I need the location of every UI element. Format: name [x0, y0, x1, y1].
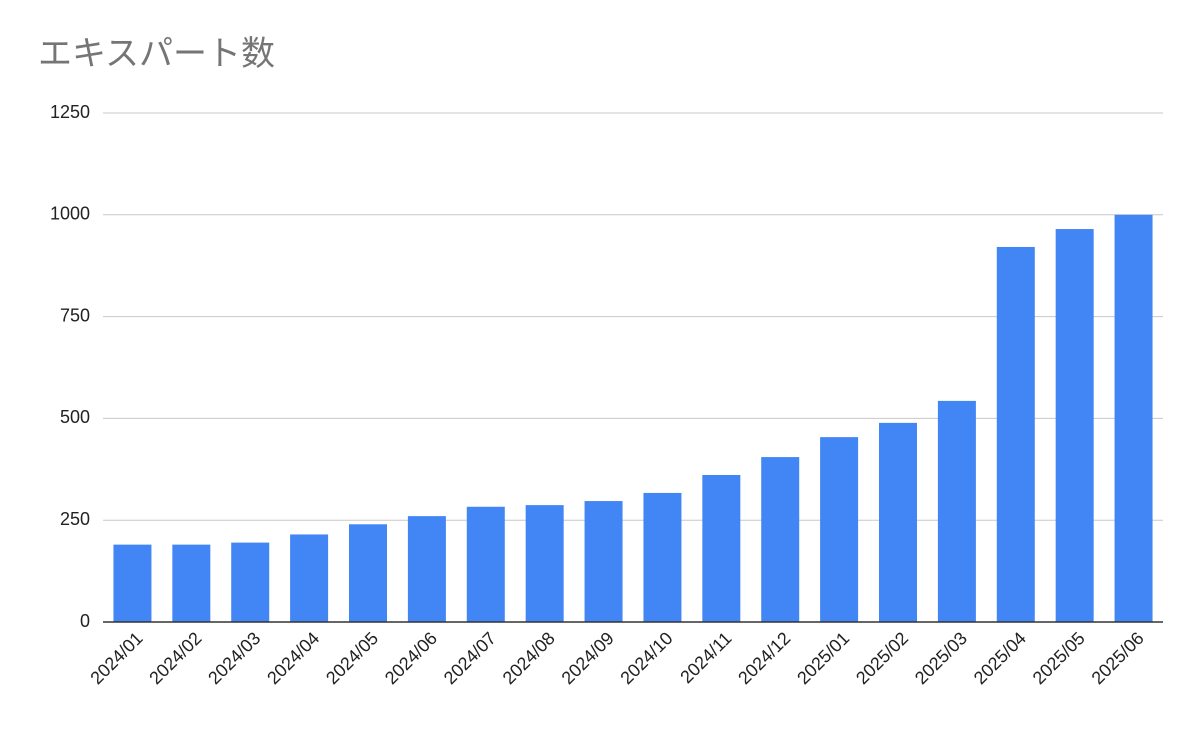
- bar: [407, 516, 446, 622]
- bar: [525, 505, 564, 622]
- bar: [172, 544, 211, 622]
- x-tick-label: 2025/02: [852, 628, 912, 688]
- x-tick-label: 2024/10: [616, 628, 676, 688]
- x-tick-label: 2024/08: [499, 628, 559, 688]
- bar: [879, 422, 917, 622]
- x-tick-label: 2024/04: [263, 628, 323, 688]
- x-tick-label: 2025/04: [970, 628, 1030, 688]
- bar: [937, 400, 976, 622]
- chart-title: エキスパート数: [38, 35, 275, 73]
- bar: [466, 506, 505, 622]
- bar: [1114, 214, 1153, 623]
- bar: [290, 534, 329, 622]
- x-tick-label: 2025/06: [1088, 628, 1148, 688]
- y-tick-label: 500: [60, 407, 90, 427]
- bar: [231, 542, 270, 622]
- x-tick-label: 2025/05: [1029, 628, 1089, 688]
- y-tick-label: 750: [60, 305, 90, 325]
- x-tick-label: 2024/05: [322, 628, 382, 688]
- bar: [643, 492, 682, 622]
- x-tick-label: 2024/06: [381, 628, 441, 688]
- x-tick-label: 2024/03: [204, 628, 264, 688]
- x-tick-label: 2024/09: [558, 628, 618, 688]
- bar: [113, 544, 152, 622]
- bar: [820, 437, 859, 622]
- y-tick-label: 1000: [50, 204, 90, 224]
- y-tick-label: 1250: [50, 102, 90, 122]
- bar: [1055, 229, 1094, 622]
- y-tick-label: 250: [60, 509, 90, 529]
- x-tick-label: 2024/11: [676, 628, 735, 687]
- bar: [996, 246, 1035, 622]
- x-tick-label: 2024/01: [86, 628, 146, 688]
- x-tick-label: 2025/03: [911, 628, 971, 688]
- bar: [349, 524, 387, 622]
- x-tick-label: 2024/07: [440, 628, 500, 688]
- x-tick-label: 2024/02: [145, 628, 205, 688]
- x-tick-label: 2025/01: [793, 628, 853, 688]
- bar: [761, 457, 800, 622]
- bar: [584, 501, 623, 622]
- x-tick-label: 2024/12: [734, 628, 794, 688]
- y-tick-label: 0: [80, 611, 90, 631]
- bar: [702, 475, 741, 622]
